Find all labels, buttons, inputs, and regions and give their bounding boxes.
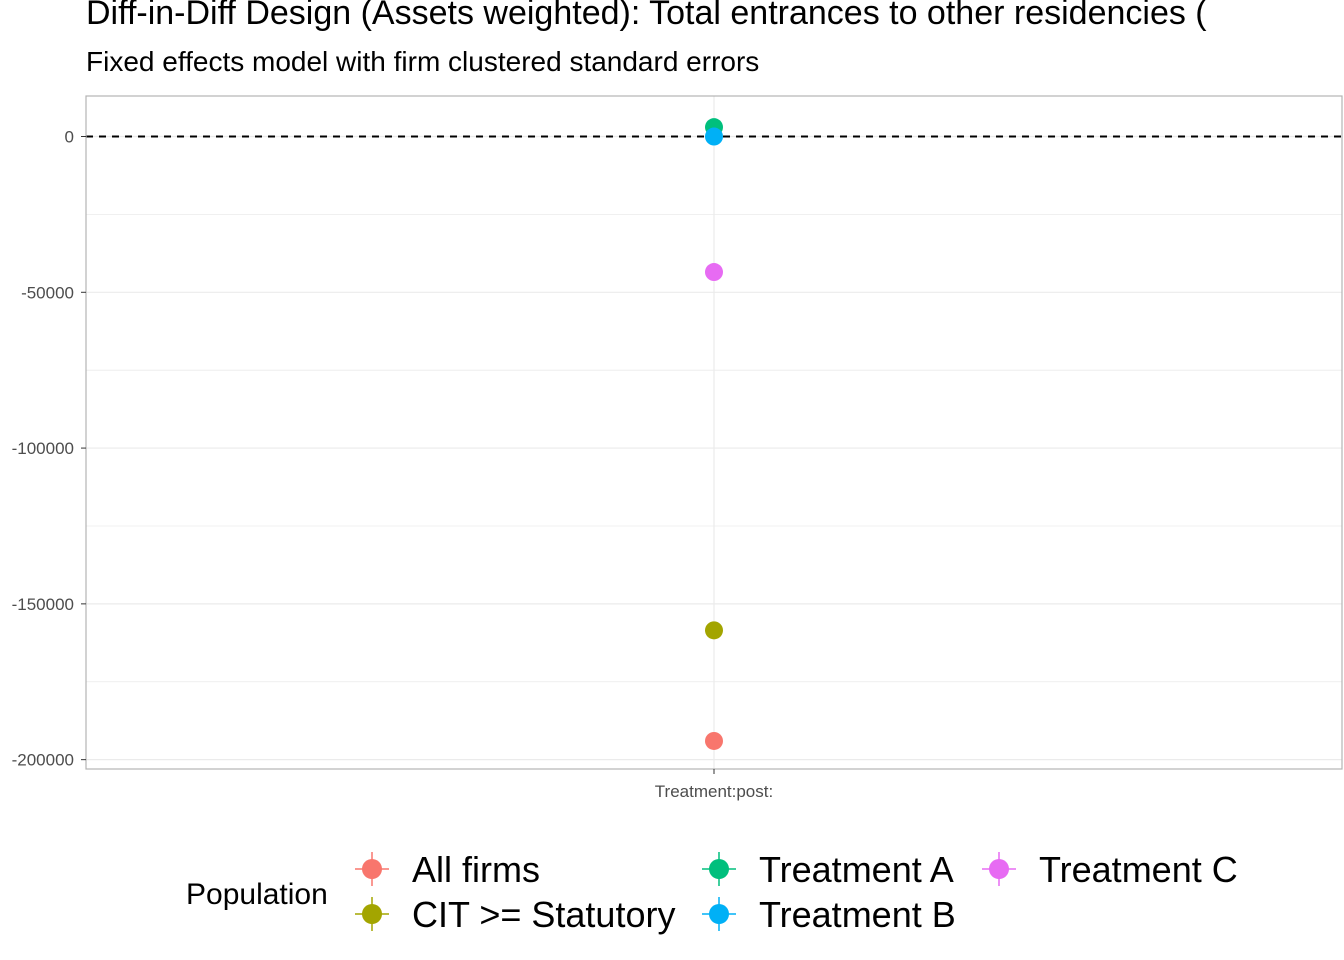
x-axis-ticks: Treatment:post: — [655, 769, 773, 801]
legend-item: Treatment A — [702, 849, 954, 890]
legend-label: CIT >= Statutory — [412, 894, 675, 935]
chart-title: Diff-in-Diff Design (Assets weighted): T… — [86, 0, 1207, 32]
legend-key-point — [362, 904, 382, 924]
legend-key-point — [709, 859, 729, 879]
point-treatment-c — [705, 263, 723, 282]
point-all-firms — [705, 731, 723, 750]
legend-key-point — [989, 859, 1009, 879]
legend-label: All firms — [412, 849, 540, 890]
x-tick-label: Treatment:post: — [655, 782, 773, 801]
y-tick-label: 0 — [65, 128, 74, 147]
legend-item: Treatment B — [702, 894, 956, 935]
y-tick-label: -50000 — [21, 283, 74, 302]
legend-item: All firms — [355, 849, 540, 890]
legend-key-point — [362, 859, 382, 879]
y-tick-label: -100000 — [12, 439, 74, 458]
point-treatment-b — [705, 127, 723, 146]
legend-key-point — [709, 904, 729, 924]
legend-item: Treatment C — [982, 849, 1238, 890]
y-tick-label: -200000 — [12, 751, 74, 770]
legend-item: CIT >= Statutory — [355, 894, 675, 935]
legend-label: Treatment B — [759, 894, 956, 935]
legend-title: Population — [186, 878, 328, 911]
point-cit-statutory — [705, 621, 723, 640]
grid-lines — [86, 96, 1342, 769]
chart-subtitle: Fixed effects model with firm clustered … — [86, 46, 760, 77]
y-axis-ticks: 0 -50000 -100000 -150000 -200000 — [12, 128, 86, 770]
legend-label: Treatment A — [759, 849, 954, 890]
data-points — [705, 118, 723, 750]
legend-label: Treatment C — [1039, 849, 1238, 890]
y-tick-label: -150000 — [12, 595, 74, 614]
